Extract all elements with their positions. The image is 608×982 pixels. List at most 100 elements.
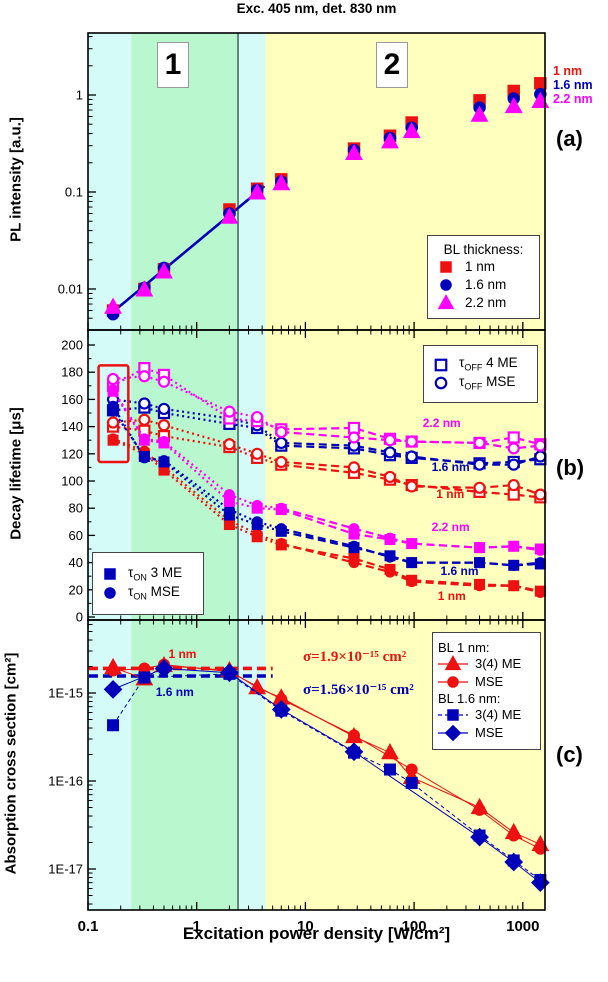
point-a-2.2nm bbox=[402, 121, 421, 139]
point-c bbox=[405, 763, 418, 776]
y-tick-label: 80 bbox=[69, 501, 83, 516]
square-legend-icon bbox=[434, 358, 448, 371]
point-c bbox=[138, 671, 151, 684]
point-b bbox=[138, 397, 151, 410]
background-band bbox=[88, 33, 132, 330]
point-b bbox=[347, 431, 361, 444]
x-tick-label: 1000 bbox=[506, 918, 539, 935]
point-b bbox=[473, 458, 486, 471]
point-b bbox=[275, 425, 288, 439]
point-b bbox=[406, 576, 418, 588]
y-axis-label-b: Decay lifetime [μs] bbox=[7, 407, 25, 540]
point-c bbox=[381, 743, 399, 760]
point-b bbox=[347, 461, 361, 474]
line-c bbox=[112, 673, 541, 881]
y-tick-label: 180 bbox=[61, 365, 83, 380]
figure-title: Exc. 405 nm, det. 830 nm bbox=[236, 1, 397, 16]
point-c bbox=[383, 763, 396, 776]
triangle-legend-icon bbox=[437, 294, 455, 310]
point-c bbox=[534, 842, 547, 855]
legend-group-header: BL 1 nm: bbox=[438, 640, 490, 655]
point-a-2.2nm bbox=[381, 132, 399, 149]
panel-border-c bbox=[87, 619, 546, 911]
legend-tau-on: τON 3 ME τON MSE bbox=[92, 552, 204, 615]
background-band bbox=[238, 330, 266, 620]
side-label-2.2nm: 2.2 nm bbox=[553, 92, 593, 106]
point-c bbox=[107, 719, 120, 732]
legend-item: 3(4) ME bbox=[438, 706, 535, 724]
region-label-1: 1 bbox=[157, 42, 189, 88]
y-tick-label: 0.1 bbox=[65, 185, 83, 200]
point-b bbox=[534, 587, 546, 599]
point-b bbox=[158, 436, 170, 448]
point-b bbox=[508, 580, 520, 592]
circle-legend-icon bbox=[104, 587, 116, 599]
y-tick-label: 160 bbox=[61, 392, 83, 407]
line-c bbox=[113, 664, 541, 850]
point-b bbox=[348, 557, 360, 569]
point-b bbox=[251, 447, 264, 460]
legend-item-label: 3(4) ME bbox=[475, 655, 522, 671]
point-c bbox=[507, 829, 520, 842]
point-c bbox=[470, 827, 489, 847]
panel-letter-a: (a) bbox=[556, 126, 583, 151]
point-a-2.2nm bbox=[135, 280, 154, 297]
point-c bbox=[504, 852, 524, 872]
y-tick-label: 200 bbox=[61, 338, 83, 353]
point-c bbox=[103, 680, 123, 699]
triangle-legend-icon bbox=[438, 655, 468, 671]
background-band bbox=[238, 620, 266, 910]
point-b bbox=[107, 384, 119, 396]
point-b bbox=[534, 544, 546, 556]
legend-item-label: 3(4) ME bbox=[475, 706, 522, 722]
point-b bbox=[383, 446, 397, 459]
point-b bbox=[474, 580, 486, 592]
legend-item: MSE bbox=[438, 673, 535, 691]
point-b bbox=[348, 523, 360, 535]
linear-fit-line bbox=[109, 185, 266, 316]
triangle-legend-icon bbox=[437, 294, 455, 310]
square-legend-icon bbox=[104, 568, 116, 580]
point-b bbox=[251, 516, 263, 528]
x-tick-label: 100 bbox=[402, 918, 427, 935]
point-b bbox=[534, 439, 547, 452]
triangle-legend-icon bbox=[444, 655, 462, 671]
y-axis-label-c: Absorption cross section [cm²] bbox=[2, 652, 20, 875]
legend-title: BL thickness: bbox=[443, 242, 524, 257]
point-b bbox=[384, 566, 396, 578]
point-b bbox=[275, 436, 288, 450]
legend-item: 1.6 nm bbox=[434, 276, 533, 294]
point-c bbox=[473, 803, 486, 816]
point-b bbox=[406, 538, 418, 550]
point-b bbox=[507, 458, 520, 471]
y-tick-label: 120 bbox=[61, 446, 83, 461]
point-b bbox=[508, 559, 520, 571]
square-legend-icon bbox=[447, 709, 459, 721]
point-b bbox=[138, 413, 151, 426]
y-tick-label: 20 bbox=[69, 582, 83, 597]
point-b bbox=[251, 499, 263, 511]
square-legend-icon bbox=[440, 261, 452, 273]
x-tick-label: 1 bbox=[193, 918, 201, 935]
point-b bbox=[383, 470, 397, 484]
x-tick-label: 0.1 bbox=[78, 918, 99, 935]
square-legend-icon bbox=[434, 358, 448, 371]
legend-item-label: 2.2 nm bbox=[465, 294, 507, 310]
y-tick-label: 0.01 bbox=[58, 282, 83, 297]
y-tick-label: 140 bbox=[61, 419, 83, 434]
legend-group-header: BL 1.6 nm: bbox=[438, 691, 501, 706]
y-axis-label-a: PL intensity [a.u.] bbox=[7, 117, 25, 242]
legend-item: τON 3 ME bbox=[99, 565, 197, 584]
legend-item: MSE bbox=[438, 724, 535, 742]
point-a-2.2nm bbox=[220, 207, 239, 224]
point-a-2.2nm bbox=[248, 183, 267, 200]
point-a-2.2nm bbox=[272, 174, 291, 191]
y-tick-label: 1E-17 bbox=[48, 862, 83, 877]
point-a-2.2nm bbox=[104, 297, 122, 314]
legend-item: 2.2 nm bbox=[434, 294, 533, 312]
point-b bbox=[473, 481, 486, 494]
legend-item: 1 nm bbox=[434, 258, 533, 276]
point-b bbox=[474, 557, 486, 569]
point-b bbox=[275, 455, 288, 469]
